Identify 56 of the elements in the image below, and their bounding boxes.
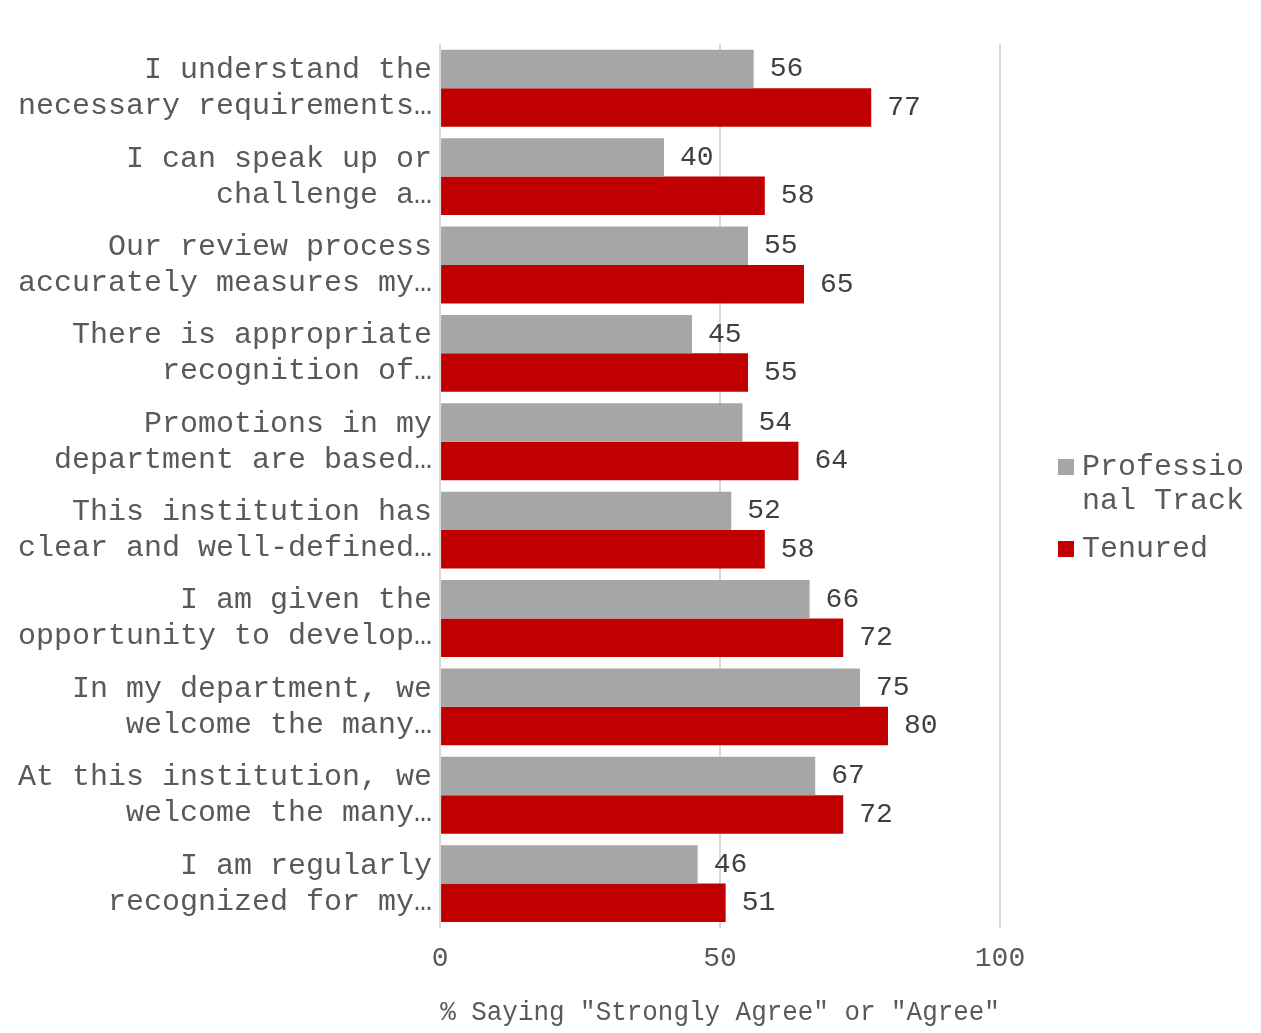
bar (441, 49, 754, 89)
bar (441, 756, 816, 796)
y-tick-label: In my department, we welcome the many… (72, 671, 433, 742)
data-label: 45 (708, 318, 742, 350)
legend-label: Professional Track (1082, 450, 1245, 518)
bar (441, 706, 889, 746)
data-label: 46 (713, 848, 748, 880)
bar (441, 580, 810, 619)
data-label: 80 (904, 710, 938, 742)
data-label: 40 (680, 141, 714, 173)
data-label: 72 (859, 622, 893, 654)
x-axis-title: % Saying "Strongly Agree" or "Agree" (440, 996, 1000, 1028)
bar (441, 353, 749, 392)
bar (441, 441, 799, 481)
data-label: 55 (764, 356, 798, 388)
bar (441, 618, 844, 657)
bar (441, 314, 693, 354)
legend-label: Tenured (1082, 532, 1210, 566)
x-tick-label: 0 (431, 943, 449, 975)
bar (441, 491, 732, 531)
bar (441, 883, 726, 923)
data-label: 56 (769, 53, 804, 85)
bar (441, 403, 743, 442)
y-tick-label: I can speak up or challenge a… (126, 141, 433, 212)
y-tick-label: This institution has clear and well-defined… (17, 495, 433, 566)
y-tick-label: I am given the opportunity to develop… (17, 583, 433, 654)
bar (441, 226, 749, 265)
data-label: 77 (887, 91, 921, 123)
data-label: 65 (820, 268, 854, 300)
data-label: 52 (747, 495, 781, 527)
y-tick-label: Promotions in my department are based… (54, 406, 433, 477)
x-tick-label: 50 (703, 943, 737, 975)
data-label: 72 (859, 798, 893, 830)
y-tick-label: Our review process accurately measures my… (17, 229, 433, 300)
data-label: 75 (876, 672, 910, 704)
x-tick-label: 100 (974, 943, 1026, 975)
data-label: 58 (780, 533, 815, 565)
data-label: 67 (831, 760, 865, 792)
data-label: 51 (741, 887, 776, 919)
bar (441, 176, 765, 216)
data-label: 58 (780, 180, 815, 212)
bar (441, 264, 805, 304)
data-label: 54 (758, 406, 793, 438)
y-tick-label: There is appropriate recognition of… (72, 318, 433, 389)
data-label: 55 (764, 230, 798, 262)
y-tick-label: I understand the necessary requirements… (17, 53, 433, 124)
bar (441, 668, 861, 707)
bar (441, 88, 872, 127)
data-label: 66 (825, 583, 860, 615)
bar (441, 845, 698, 884)
data-label: 64 (814, 445, 849, 477)
bar (441, 795, 844, 834)
bar (441, 138, 665, 177)
y-tick-label: I am regularly recognized for my… (108, 848, 433, 919)
bar (441, 530, 765, 569)
y-tick-label: At this institution, we welcome the many… (17, 760, 433, 831)
